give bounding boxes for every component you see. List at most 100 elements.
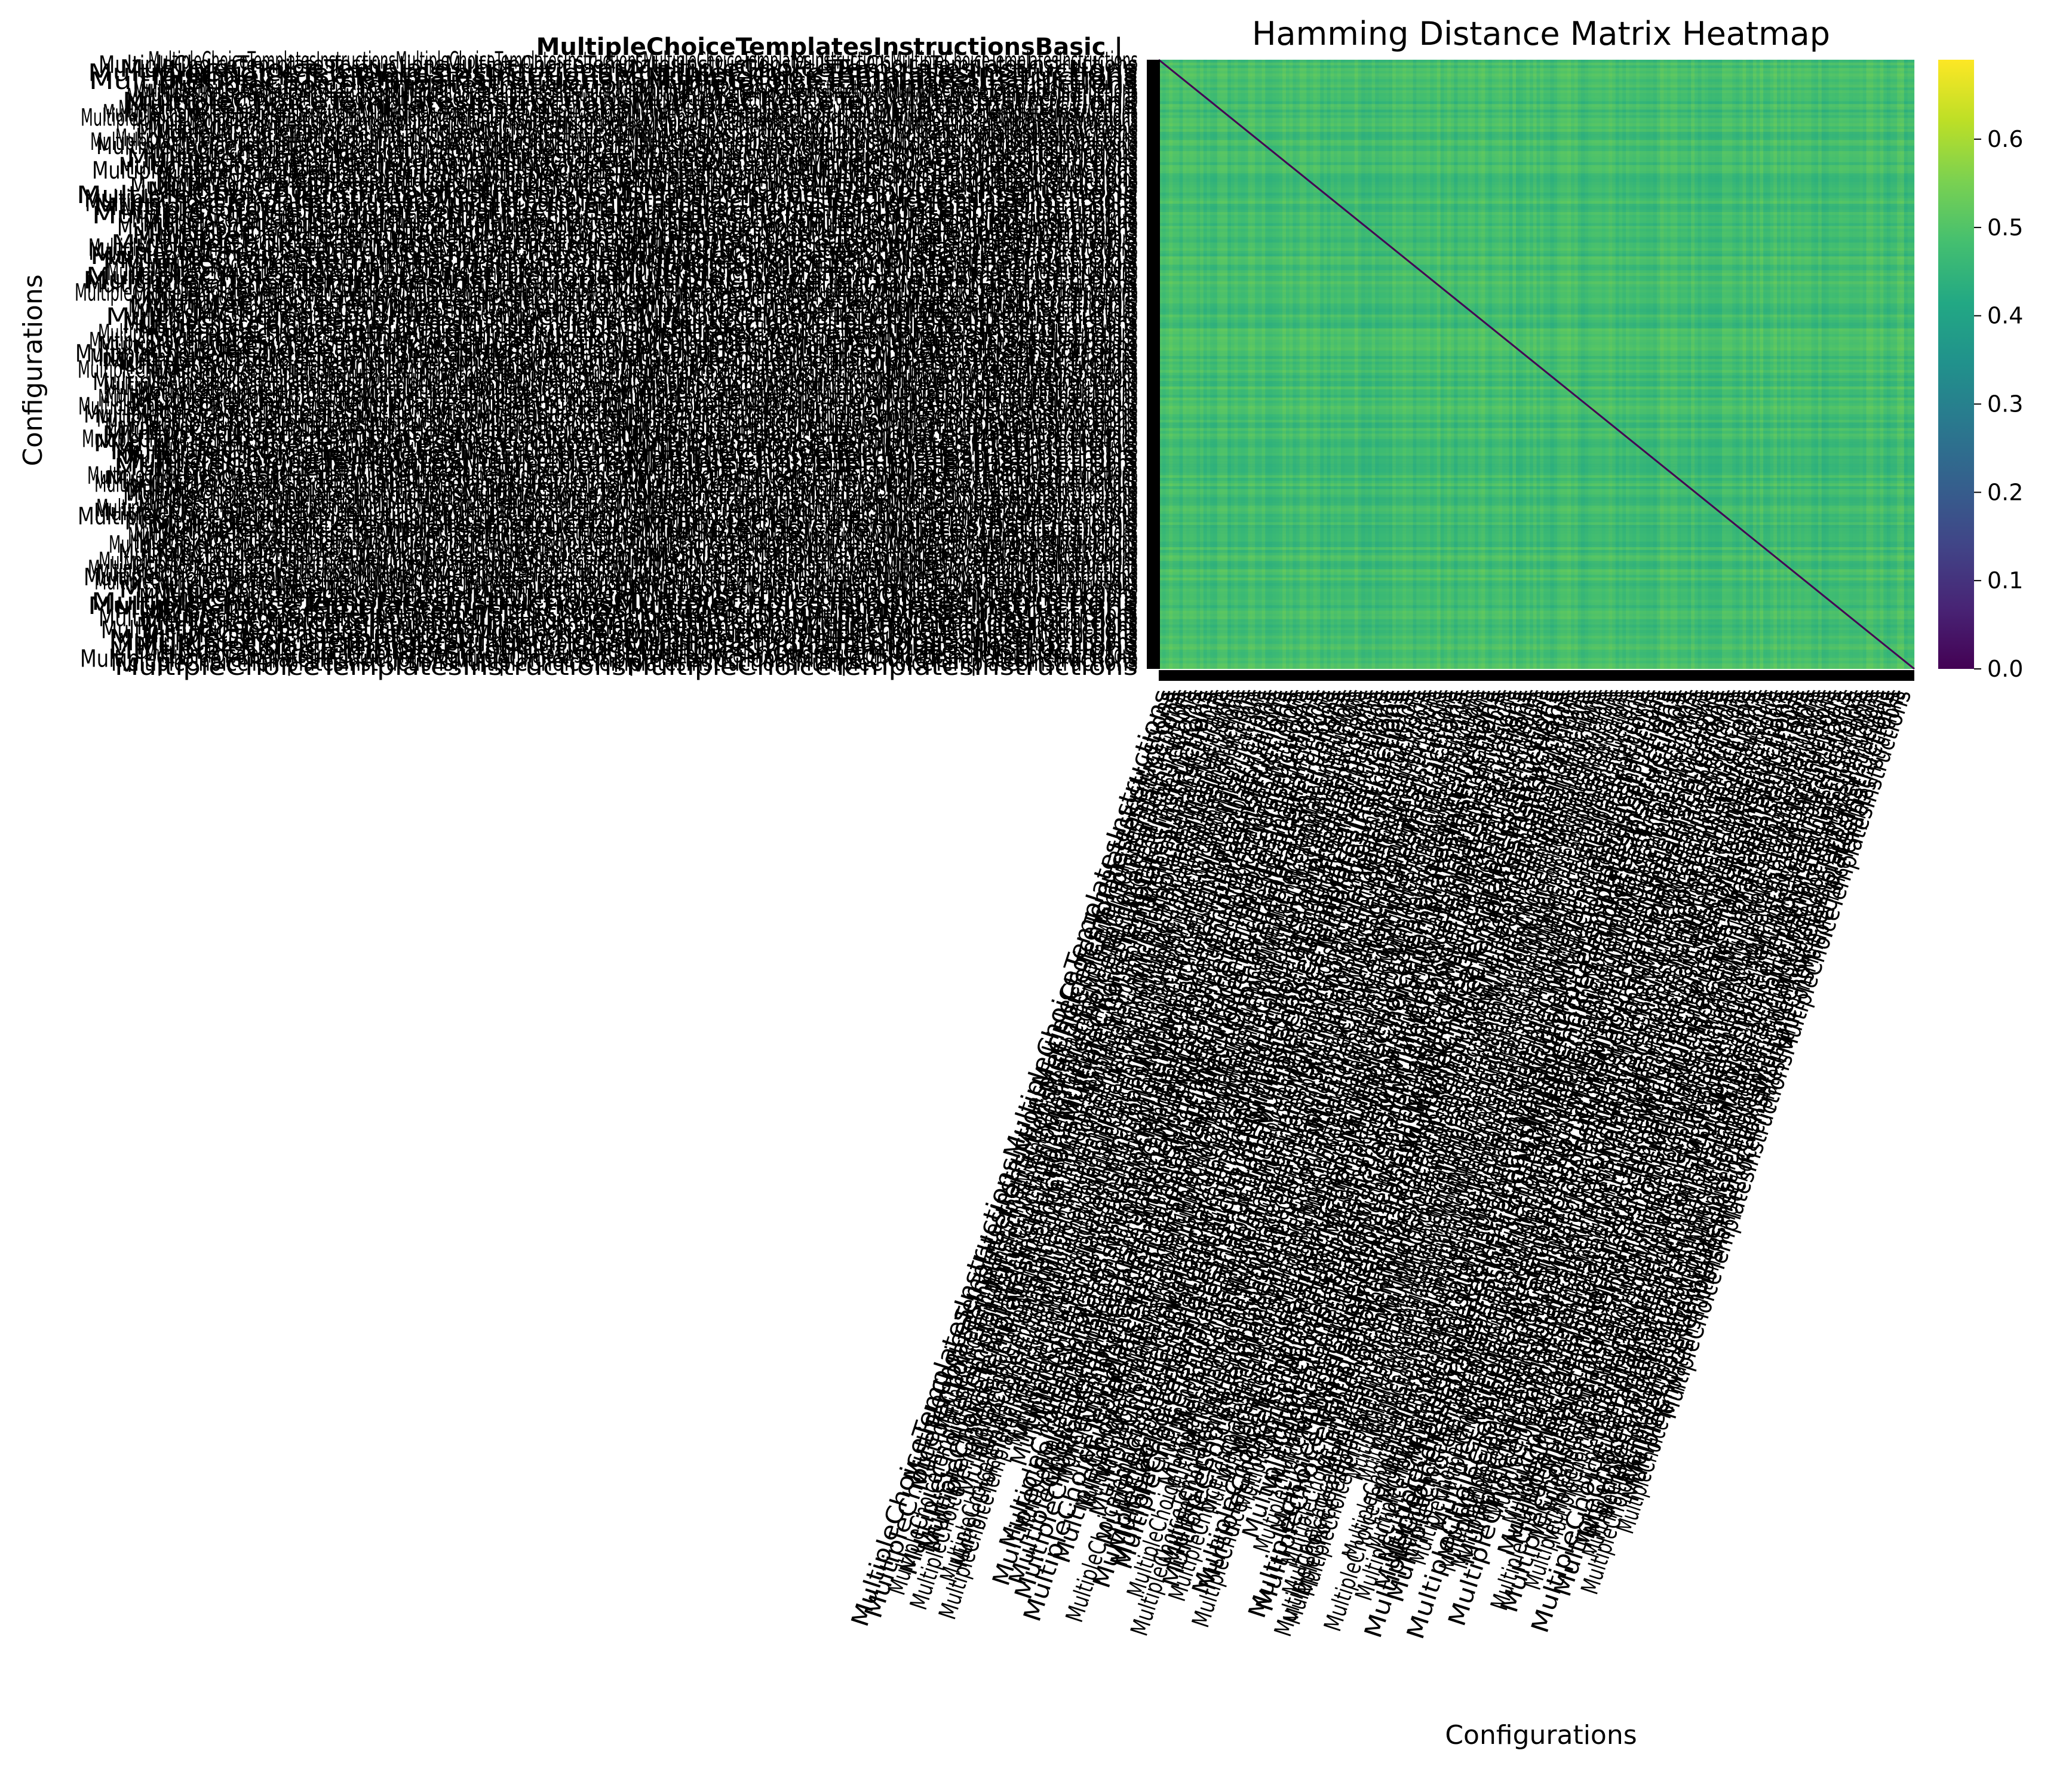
heatmap-column <box>1457 60 1462 669</box>
y-tick-label: MultipleChoiceTemplatesInstructionsMulti… <box>132 206 1138 234</box>
heatmap-column <box>1379 60 1383 669</box>
y-tick-label: MultipleChoiceTemplatesInstructionsMulti… <box>137 613 1138 640</box>
heatmap-row <box>1159 608 1914 611</box>
heatmap-row <box>1159 392 1914 395</box>
heatmap-row <box>1159 292 1914 296</box>
heatmap-row <box>1159 519 1914 523</box>
y-tick-label: MultipleChoiceTemplatesInstructionsMulti… <box>103 247 1138 274</box>
heatmap-column <box>1629 60 1633 669</box>
heatmap-column <box>1852 60 1856 669</box>
heatmap-column <box>1282 60 1287 669</box>
heatmap-column <box>1175 60 1180 669</box>
heatmap-column <box>1832 60 1836 669</box>
heatmap-column <box>1244 60 1248 669</box>
y-tick-label: MultipleChoiceTemplatesInstructionsMulti… <box>87 271 1138 299</box>
heatmap-column <box>1509 60 1513 669</box>
heatmap-row <box>1159 475 1914 478</box>
heatmap-row <box>1159 82 1914 85</box>
heatmap-row <box>1159 527 1914 531</box>
heatmap-column <box>1591 60 1595 669</box>
heatmap-column <box>1581 60 1585 669</box>
y-tick-label: MultipleChoiceTemplatesInstructionsMulti… <box>128 523 1138 551</box>
heatmap-column <box>1533 60 1537 669</box>
heatmap-column <box>1172 60 1177 669</box>
y-tick-label: MultipleChoiceTemplatesInstructionsMulti… <box>157 572 1138 600</box>
y-tick-label: MultipleChoiceTemplatesInstructionsMulti… <box>114 597 1138 624</box>
heatmap-row <box>1159 106 1914 110</box>
heatmap-column <box>1846 60 1850 669</box>
y-tick-label: MultipleChoiceTemplatesInstructionsMulti… <box>78 357 1138 384</box>
heatmap-row <box>1159 583 1914 586</box>
heatmap-row <box>1159 483 1914 487</box>
heatmap-column <box>1681 60 1685 669</box>
heatmap-row <box>1159 433 1914 437</box>
heatmap-column <box>1261 60 1266 669</box>
heatmap-column <box>1269 60 1273 669</box>
heatmap-column <box>1873 60 1877 669</box>
heatmap-row <box>1159 594 1914 597</box>
y-tick-label: MultipleChoiceTemplatesInstructionsMulti… <box>90 128 1138 156</box>
heatmap-row <box>1159 575 1914 578</box>
y-tick-label: MultipleChoiceTemplatesInstructionsMulti… <box>111 231 1138 258</box>
heatmap-row <box>1159 187 1914 191</box>
heatmap-column <box>1491 60 1496 669</box>
y-tick-label: MultipleChoiceTemplatesInstructionsMulti… <box>127 84 1138 111</box>
heatmap-column <box>1450 60 1454 669</box>
y-tick-label: MultipleChoiceTemplatesInstructionsMulti… <box>106 303 1138 331</box>
heatmap-column <box>1220 60 1224 669</box>
heatmap-row <box>1159 600 1914 603</box>
y-tick-label: MultipleChoiceTemplatesInstructionsMulti… <box>149 149 1138 176</box>
heatmap-column <box>1632 60 1637 669</box>
y-tick-label: MultipleChoiceTemplatesInstructionsMulti… <box>125 397 1138 425</box>
heatmap-row <box>1159 253 1914 257</box>
heatmap-row <box>1159 431 1914 434</box>
heatmap-row <box>1159 262 1914 265</box>
heatmap-row <box>1159 624 1914 628</box>
heatmap-row <box>1159 632 1914 636</box>
heatmap-row <box>1159 533 1914 536</box>
y-tick-label: MultipleChoiceTemplatesInstructionsMulti… <box>99 548 1138 575</box>
heatmap-row <box>1159 463 1914 467</box>
y-tick-label: MultipleChoiceTemplatesInstructionsMulti… <box>132 222 1138 250</box>
y-tick-label: MultipleChoiceTemplatesInstructionsMulti… <box>158 161 1138 189</box>
y-tick-label: MultipleChoiceTemplatesInstructionsMulti… <box>140 609 1138 636</box>
heatmap-row <box>1159 544 1914 548</box>
heatmap-column <box>1540 60 1544 669</box>
heatmap-column <box>1697 60 1702 669</box>
colorbar-ticks: 0.0 0.1 0.2 0.3 0.4 0.5 0.6 <box>1974 126 2023 682</box>
heatmap-column <box>1299 60 1303 669</box>
y-tick-label: MultipleChoiceTemplatesInstructionsMulti… <box>154 458 1138 486</box>
y-tick-label: MultipleChoiceTemplatesInstructionsMulti… <box>133 76 1138 103</box>
heatmap-row <box>1159 466 1914 470</box>
y-tick-label: MultipleChoiceTemplatesInstructionsMulti… <box>124 254 1138 282</box>
heatmap-column <box>1530 60 1534 669</box>
y-tick-label: MultipleChoiceTemplatesInstructionsMulti… <box>105 466 1138 494</box>
heatmap-column <box>1436 60 1441 669</box>
colorbar-tick-label: 0.3 <box>1987 391 2023 417</box>
y-tick-label: MultipleChoiceTemplatesInstructionsMulti… <box>92 202 1138 229</box>
y-tick-label: MultipleChoiceTemplatesInstructionsMulti… <box>147 515 1138 542</box>
y-tick-label: MultipleChoiceTemplatesInstructionsMulti… <box>89 67 1138 95</box>
heatmap-row <box>1159 419 1914 423</box>
heatmap-column <box>1667 60 1671 669</box>
heatmap-row <box>1159 179 1914 182</box>
heatmap-column <box>1337 60 1342 669</box>
heatmap-column <box>1241 60 1245 669</box>
heatmap-row <box>1159 70 1914 74</box>
y-tick-label: MultipleChoiceTemplatesInstructionsMulti… <box>134 377 1138 404</box>
y-tick-label: MultipleChoiceTemplatesInstructionsMulti… <box>127 145 1138 173</box>
heatmap-row <box>1159 610 1914 614</box>
y-tick-label: MultipleChoiceTemplatesInstructionsMulti… <box>81 104 1138 131</box>
heatmap-row <box>1159 90 1914 93</box>
heatmap-column <box>1766 60 1770 669</box>
y-tick-label: MultipleChoiceTemplatesInstructionsMulti… <box>129 291 1138 319</box>
heatmap-row <box>1159 417 1914 420</box>
heatmap-row <box>1159 605 1914 609</box>
heatmap-row <box>1159 96 1914 99</box>
y-tick-label: MultipleChoiceTemplatesInstructionsMulti… <box>94 568 1138 595</box>
heatmap-row <box>1159 561 1914 564</box>
heatmap-column <box>1189 60 1193 669</box>
heatmap-row <box>1159 98 1914 102</box>
heatmap-column <box>1361 60 1365 669</box>
heatmap-column <box>1708 60 1712 669</box>
